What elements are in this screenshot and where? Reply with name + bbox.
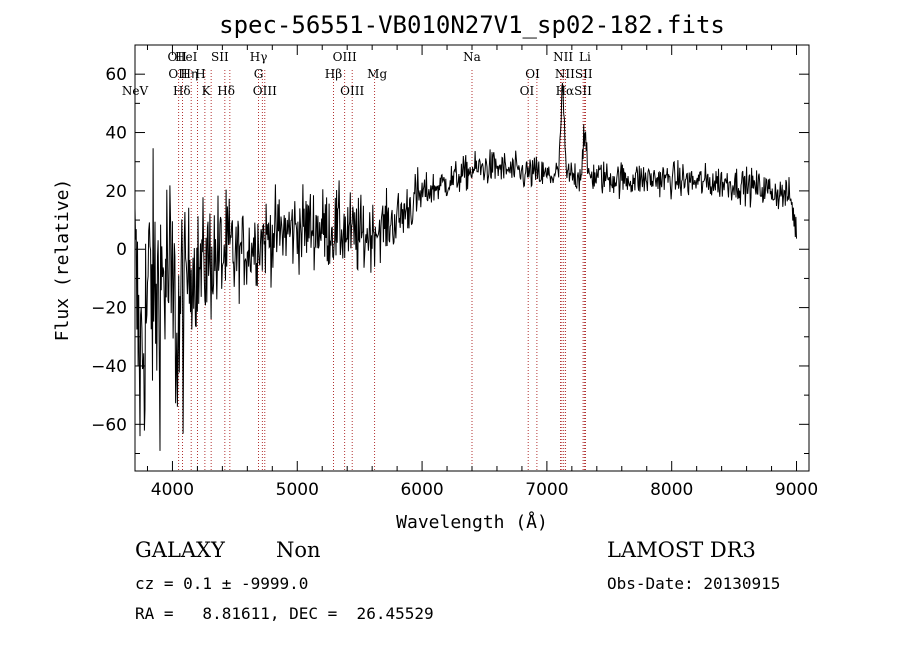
spectral-line-label: Hδ — [217, 84, 235, 98]
x-tick-label: 6000 — [400, 480, 443, 500]
spectral-line-label: Hη — [180, 67, 198, 81]
chart-title: spec-56551-VB010N27V1_sp02-182.fits — [219, 11, 725, 39]
spectral-line-label: HαSII — [556, 84, 593, 98]
x-axis: 4000 5000 6000 7000 8000 9000 — [146, 45, 818, 500]
spectral-line-label: Hδ — [173, 84, 191, 98]
spectrum-line — [134, 83, 797, 451]
spectral-line-label: NII — [553, 50, 573, 64]
y-tick-label: 40 — [105, 124, 127, 144]
x-tick-label: 7000 — [525, 480, 568, 500]
survey-name: LAMOST DR3 — [607, 538, 756, 562]
y-tick-label: 20 — [105, 182, 127, 202]
spectral-line-label: Na — [463, 50, 481, 64]
x-axis-label: Wavelength (Å) — [396, 511, 548, 533]
spectrum-series — [134, 83, 797, 451]
spectral-line-label: OI — [525, 67, 540, 81]
x-tick-label: 8000 — [650, 480, 693, 500]
spectral-line-label: OIII — [253, 84, 277, 98]
object-subclass: Non — [276, 538, 321, 562]
coordinates: RA = 8.81611, DEC = 26.45529 — [135, 604, 434, 623]
y-tick-label: −20 — [91, 299, 127, 319]
y-tick-label: −60 — [91, 415, 127, 435]
spectral-line-label: OIII — [340, 84, 364, 98]
x-tick-label: 9000 — [775, 480, 818, 500]
spectral-line-label: NIISII — [555, 67, 593, 81]
spectral-line-label: HeI — [175, 50, 198, 64]
spectral-line-label: NeV — [122, 84, 149, 98]
spectral-line-label: Mg — [367, 67, 387, 81]
y-tick-label: −40 — [91, 357, 127, 377]
obs-date: Obs-Date: 20130915 — [607, 574, 781, 593]
spectral-line-label: H — [195, 67, 205, 81]
y-axis: −60 −40 −20 0 20 40 60 — [91, 44, 809, 454]
redshift-line: cz = 0.1 ± -9999.0 — [135, 574, 309, 593]
spectral-line-label: Hβ — [325, 67, 342, 81]
object-class: GALAXY — [135, 538, 225, 562]
spectral-line-label: OIII — [333, 50, 357, 64]
y-tick-label: 0 — [116, 240, 127, 260]
spectral-line-label: OI — [520, 84, 535, 98]
spectral-line-label: G — [254, 67, 264, 81]
spectral-line-label: Hγ — [250, 50, 268, 64]
x-tick-label: 4000 — [151, 480, 194, 500]
spectral-line-label: Li — [579, 50, 591, 64]
spectral-line-label: K — [202, 84, 212, 98]
x-tick-label: 5000 — [276, 480, 319, 500]
y-tick-label: 60 — [105, 65, 127, 85]
spectral-line-label: SII — [211, 50, 229, 64]
y-axis-label: Flux (relative) — [52, 179, 73, 342]
spectral-line-label: OII — [168, 67, 188, 81]
spectral-line-label: OII — [168, 50, 188, 64]
